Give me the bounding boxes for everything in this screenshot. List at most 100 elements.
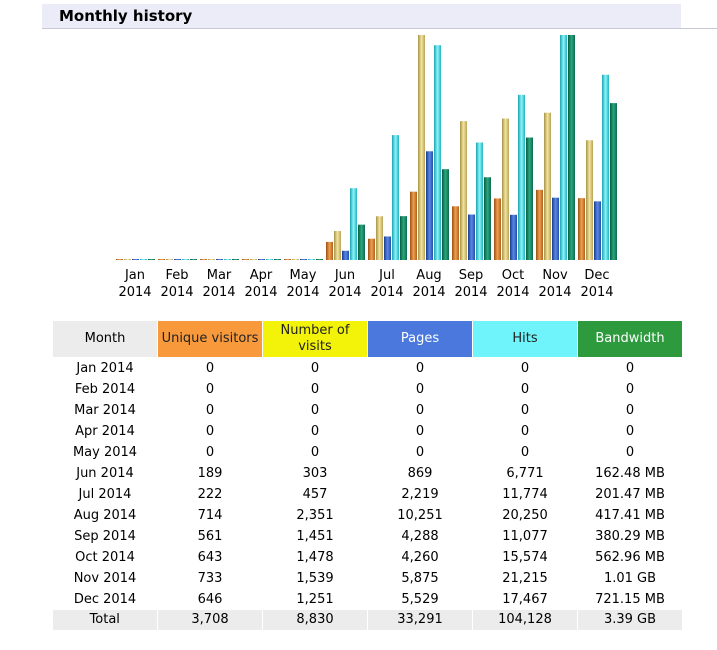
bar-hits-jun xyxy=(350,188,357,260)
header-number-of-visits: Number of visits xyxy=(262,320,368,358)
monthly-stats-table: Month Unique visitors Number of visits P… xyxy=(52,320,683,630)
bar-pages-aug xyxy=(426,151,433,260)
cell-unique-visitors: 733 xyxy=(197,571,223,586)
header-pages: Pages xyxy=(367,320,473,358)
cell-visits: 1,539 xyxy=(296,571,334,586)
cell-visits: 457 xyxy=(302,487,328,502)
cell-bandwidth: 0 xyxy=(625,403,635,418)
cell-month: Sep 2014 xyxy=(74,529,136,544)
cell-bandwidth: 0 xyxy=(625,382,635,397)
x-tick-month: Jan xyxy=(124,268,145,283)
bar-pages-oct xyxy=(510,214,517,260)
cell-hits: 21,215 xyxy=(502,571,548,586)
cell-visits: 2,351 xyxy=(296,508,334,523)
bar-pages-jun xyxy=(342,250,349,260)
table-row: Dec 2014 646 1,251 5,529 17,467 721.15 MB xyxy=(53,589,683,610)
cell-hits: 20,250 xyxy=(502,508,548,523)
cell-month: Oct 2014 xyxy=(75,550,135,565)
table-row: Sep 2014 561 1,451 4,288 11,077 380.29 MB xyxy=(53,526,683,547)
cell-unique-visitors: 0 xyxy=(205,403,215,418)
x-tick-year: 2014 xyxy=(118,285,151,300)
cell-hits: 15,574 xyxy=(502,550,548,565)
cell-unique-visitors: 643 xyxy=(197,550,223,565)
cell-bandwidth: 380.29 MB xyxy=(595,529,665,544)
bar-bandwidth-may xyxy=(316,259,323,260)
x-tick-year: 2014 xyxy=(412,285,445,300)
x-tick-month: Aug xyxy=(416,268,441,283)
cell-pages: 10,251 xyxy=(397,508,443,523)
cell-pages: 4,288 xyxy=(401,529,439,544)
cell-unique-visitors: 646 xyxy=(197,592,223,607)
cell-hits: 0 xyxy=(520,361,530,376)
cell-hits: 11,774 xyxy=(502,487,548,502)
bar-unique-visitors-jan xyxy=(116,259,123,260)
bar-hits-dec xyxy=(602,74,609,260)
table-row: Oct 2014 643 1,478 4,260 15,574 562.96 MB xyxy=(53,547,683,568)
cell-visits: 0 xyxy=(310,403,320,418)
bar-unique-visitors-mar xyxy=(200,259,207,260)
cell-unique-visitors: 0 xyxy=(205,361,215,376)
bar-hits-apr xyxy=(266,259,273,260)
x-tick-month: Mar xyxy=(207,268,232,283)
bar-visits-jul xyxy=(376,216,383,260)
x-tick-year: 2014 xyxy=(496,285,529,300)
cell-month: Aug 2014 xyxy=(73,508,137,523)
cell-bandwidth: 417.41 MB xyxy=(595,508,665,523)
bar-visits-may xyxy=(292,259,299,260)
bar-bandwidth-oct xyxy=(526,137,533,260)
monthly-history-chart: Jan 2014 Feb 2014 Mar 2014 Apr 2014 May 2014 Jun 20… xyxy=(116,35,617,300)
table-total-row: Total 3,708 8,830 33,291 104,128 3.39 GB xyxy=(52,610,683,630)
cell-visits: 1,451 xyxy=(296,529,334,544)
cell-pages: 5,875 xyxy=(401,571,439,586)
total-bandwidth: 3.39 GB xyxy=(577,610,683,630)
bar-pages-apr xyxy=(258,259,265,260)
cell-unique-visitors: 189 xyxy=(197,466,223,481)
cell-visits: 0 xyxy=(310,445,320,460)
bar-unique-visitors-aug xyxy=(410,191,417,260)
bar-bandwidth-jan xyxy=(148,259,155,260)
cell-hits: 6,771 xyxy=(506,466,544,481)
table-row: Feb 2014 0 0 0 0 0 xyxy=(53,379,683,400)
table-row: Jan 2014 0 0 0 0 0 xyxy=(53,358,683,380)
bar-hits-jul xyxy=(392,135,399,260)
cell-pages: 869 xyxy=(407,466,433,481)
x-tick-month: Apr xyxy=(250,268,273,283)
table-row: Aug 2014 714 2,351 10,251 20,250 417.41 MB xyxy=(53,505,683,526)
x-tick-month: May xyxy=(290,268,317,283)
cell-hits: 0 xyxy=(520,403,530,418)
x-tick-year: 2014 xyxy=(328,285,361,300)
cell-bandwidth: 562.96 MB xyxy=(595,550,665,565)
cell-unique-visitors: 0 xyxy=(205,445,215,460)
bar-pages-jan xyxy=(132,259,139,260)
bar-hits-sep xyxy=(476,142,483,260)
cell-month: Nov 2014 xyxy=(73,571,137,586)
bar-bandwidth-sep xyxy=(484,177,491,260)
table-row: Apr 2014 0 0 0 0 0 xyxy=(53,421,683,442)
total-visits: 8,830 xyxy=(262,610,368,630)
cell-month: Jan 2014 xyxy=(76,361,134,376)
cell-month: Jul 2014 xyxy=(78,487,132,502)
cell-visits: 0 xyxy=(310,382,320,397)
bar-visits-oct xyxy=(502,118,509,260)
cell-month: Dec 2014 xyxy=(73,592,137,607)
bar-pages-jul xyxy=(384,236,391,260)
bar-visits-jun xyxy=(334,231,341,260)
section-title: Monthly history xyxy=(59,7,193,25)
cell-unique-visitors: 714 xyxy=(197,508,223,523)
bar-bandwidth-apr xyxy=(274,259,281,260)
cell-unique-visitors: 561 xyxy=(197,529,223,544)
cell-pages: 0 xyxy=(415,361,425,376)
cell-visits: 0 xyxy=(310,361,320,376)
bar-hits-nov xyxy=(560,35,567,260)
bar-bandwidth-jun xyxy=(358,224,365,260)
total-hits: 104,128 xyxy=(472,610,578,630)
x-tick-year: 2014 xyxy=(286,285,319,300)
bar-unique-visitors-nov xyxy=(536,189,543,260)
cell-visits: 1,478 xyxy=(296,550,334,565)
cell-visits: 1,251 xyxy=(296,592,334,607)
cell-bandwidth: 721.15 MB xyxy=(595,592,665,607)
cell-month: Jun 2014 xyxy=(76,466,134,481)
header-month: Month xyxy=(52,320,158,358)
cell-month: Feb 2014 xyxy=(74,382,136,397)
cell-visits: 0 xyxy=(310,424,320,439)
